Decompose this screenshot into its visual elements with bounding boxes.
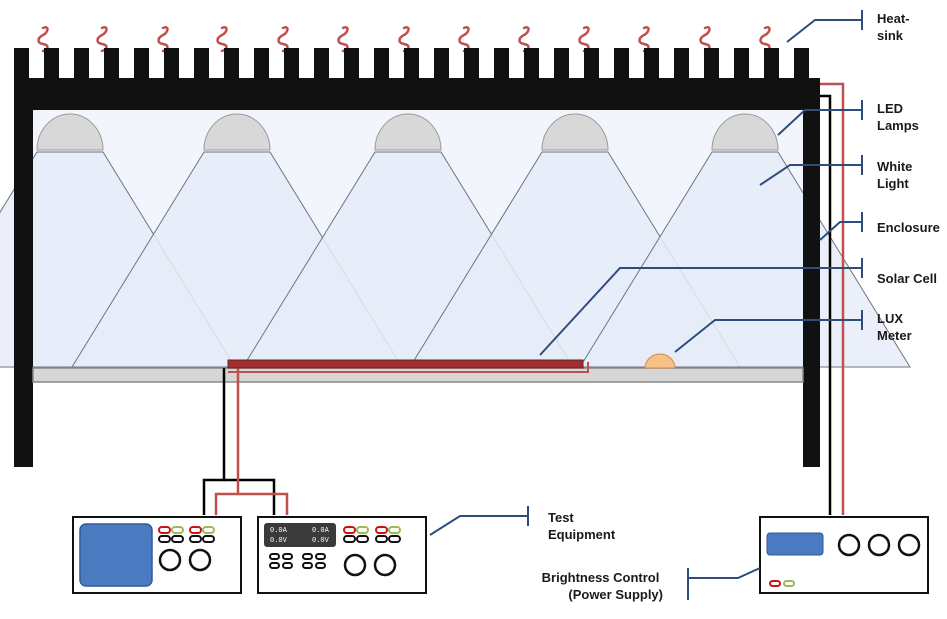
lux-meter [644,353,676,369]
heat-waves [37,26,771,53]
heat-wave-icon [37,26,49,53]
heat-wave-icon [96,26,108,53]
heat-wave-icon [398,26,410,53]
readout-left-voltage: 0.0V [270,537,288,545]
label-heatsink: Heat- sink [877,11,913,43]
label-enclosure: Enclosure [877,220,940,235]
label-brightness-control: Brightness Control (Power Supply) [542,570,663,602]
led-lamp-icon [711,113,779,151]
label-led-lamps: LED Lamps [877,101,919,133]
heat-wave-icon [699,26,711,53]
ps-knob-2 [867,533,891,557]
test-equipment-meter: 0.0A 0.0V 0.0A 0.0V [257,516,427,594]
led-lamp-icon [36,113,104,151]
power-supply [759,516,929,594]
led-lamps [36,113,779,151]
heat-wave-icon [458,26,470,53]
oscilloscope-screen [79,523,153,587]
led-lamp-icon [203,113,271,151]
enclosure-right-post [803,78,820,467]
meter-knob-1 [343,553,367,577]
shelf [32,367,804,383]
ps-terminal-green [783,580,795,587]
label-test-equipment: Test Equipment [548,510,616,542]
left-knob-2 [188,548,212,572]
power-supply-display [766,532,824,556]
meter-knob-2 [373,553,397,577]
heat-wave-icon [578,26,590,53]
label-solar-cell: Solar Cell [877,271,937,286]
readout-right-voltage: 0.0V [312,537,330,545]
meter-display [264,523,336,547]
led-lamp-icon [374,113,442,151]
readout-left-current: 0.0A [270,527,288,535]
readout-right-current: 0.0A [312,527,330,535]
led-lamp-icon [541,113,609,151]
meter-terminals [343,526,401,543]
heat-wave-icon [337,26,349,53]
white-light-cones [0,151,911,368]
ps-terminal-red [769,580,781,587]
heatsink [14,48,820,110]
power-supply-wires [820,82,845,515]
meter-buttons [269,553,326,569]
ps-knob-1 [837,533,861,557]
test-equipment-left [72,516,242,594]
heat-wave-icon [216,26,228,53]
left-knob-1 [158,548,182,572]
heat-wave-icon [638,26,650,53]
heat-wave-icon [277,26,289,53]
leader-lines [429,10,863,600]
heat-wave-icon [157,26,169,53]
label-lux-meter: LUX Meter [877,311,912,343]
heat-wave-icon [518,26,530,53]
ps-knob-3 [897,533,921,557]
heat-wave-icon [759,26,771,53]
solar-cell [227,359,584,369]
label-white-light: White Light [877,159,916,191]
left-terminals [158,526,215,543]
solar-cell-wires [202,362,589,515]
enclosure-left-post [14,78,33,467]
